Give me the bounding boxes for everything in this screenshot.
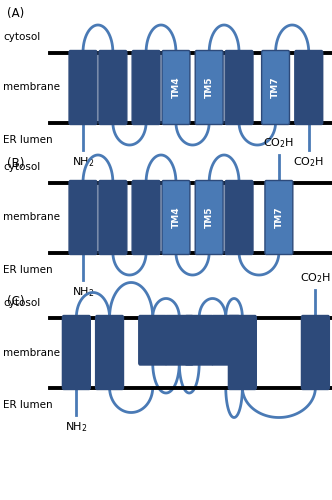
Text: NH$_2$: NH$_2$	[72, 155, 94, 169]
Text: (C): (C)	[7, 295, 24, 308]
FancyBboxPatch shape	[262, 50, 290, 124]
FancyBboxPatch shape	[195, 180, 223, 254]
FancyBboxPatch shape	[225, 180, 253, 254]
FancyBboxPatch shape	[185, 316, 213, 365]
FancyBboxPatch shape	[69, 180, 97, 254]
Text: (A): (A)	[7, 8, 24, 20]
Text: NH$_2$: NH$_2$	[65, 420, 88, 434]
FancyBboxPatch shape	[62, 316, 90, 390]
Text: TM5: TM5	[205, 76, 214, 98]
Text: TM4: TM4	[171, 206, 181, 229]
FancyBboxPatch shape	[301, 316, 329, 390]
Text: CO$_2$H: CO$_2$H	[263, 136, 294, 150]
Text: CO$_2$H: CO$_2$H	[293, 155, 324, 169]
FancyBboxPatch shape	[265, 180, 293, 254]
FancyBboxPatch shape	[228, 316, 256, 390]
Text: ER lumen: ER lumen	[3, 265, 53, 275]
FancyBboxPatch shape	[212, 316, 240, 365]
Text: membrane: membrane	[3, 212, 60, 222]
Text: ER lumen: ER lumen	[3, 400, 53, 410]
FancyBboxPatch shape	[162, 50, 190, 124]
Text: CO$_2$H: CO$_2$H	[300, 271, 331, 285]
Text: (B): (B)	[7, 158, 24, 170]
FancyBboxPatch shape	[132, 50, 160, 124]
Text: membrane: membrane	[3, 82, 60, 92]
FancyBboxPatch shape	[165, 316, 193, 365]
FancyBboxPatch shape	[295, 50, 323, 124]
Text: cytosol: cytosol	[3, 162, 41, 172]
Text: TM4: TM4	[171, 76, 181, 98]
FancyBboxPatch shape	[99, 50, 127, 124]
FancyBboxPatch shape	[139, 316, 167, 365]
Text: TM7: TM7	[274, 206, 284, 229]
FancyBboxPatch shape	[162, 180, 190, 254]
Text: membrane: membrane	[3, 348, 60, 358]
Text: TM7: TM7	[271, 76, 280, 98]
FancyBboxPatch shape	[69, 50, 97, 124]
Text: TM5: TM5	[205, 207, 214, 228]
Text: ER lumen: ER lumen	[3, 135, 53, 145]
FancyBboxPatch shape	[132, 180, 160, 254]
Text: cytosol: cytosol	[3, 32, 41, 42]
FancyBboxPatch shape	[225, 50, 253, 124]
FancyBboxPatch shape	[99, 180, 127, 254]
FancyBboxPatch shape	[96, 316, 124, 390]
FancyBboxPatch shape	[195, 50, 223, 124]
Text: cytosol: cytosol	[3, 298, 41, 308]
Text: NH$_2$: NH$_2$	[72, 285, 94, 299]
